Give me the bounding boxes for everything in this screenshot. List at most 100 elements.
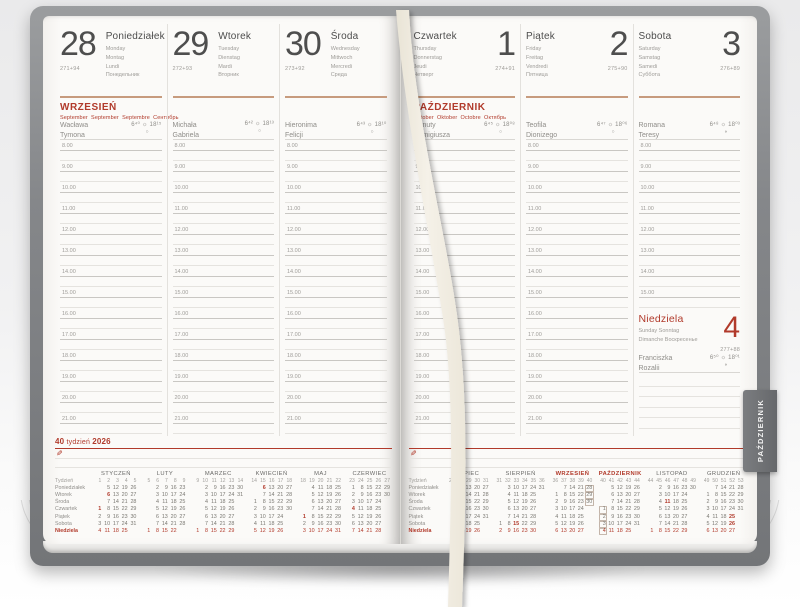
mini-cal-month-name: KWIECIEŃ [255,471,288,477]
mini-cal-day: 17 [366,499,373,506]
mini-cal-day: 4 [555,513,559,520]
mini-cal-day: 8 [204,527,208,534]
mini-cal-day: 21 [625,499,632,506]
mini-cal-row-labels: Tydzień Poniedziałek Wtorek Środa Czwartek Pi… [55,471,89,535]
week-number: 16 [268,478,275,485]
half-hour-row [285,235,387,245]
week-number: 37 [561,478,567,485]
mini-cal-day: 23 [728,499,735,506]
hour-label: 12.00 [415,226,430,233]
mini-cal-day: 29 [130,506,137,513]
hour-row: 17.00 [413,329,515,340]
mini-cal-day: 13 [357,520,364,527]
mini-cal-day [599,492,608,499]
day-column: 29 272+93 Wtorek Tuesday Dienstag Mardi … [166,24,280,436]
header-rule [172,96,274,98]
mini-cal-day [383,528,392,535]
mini-cal-day: 3 [706,506,710,513]
half-hour-row [60,424,162,434]
hour-label: 15.00 [415,289,430,296]
hour-label: 8.00 [62,142,73,149]
mini-cal-day: 12 [513,499,520,506]
half-hour-row [413,214,515,224]
mini-cal-day: 23 [577,499,584,506]
half-hour-row [413,277,515,287]
mini-cal-day [585,528,594,535]
mini-cal-day: 2 [98,513,102,520]
hour-row: 11.00 [526,203,628,214]
hour-row: 11.00 [638,203,740,214]
mini-cal-day: 26 [633,485,640,492]
mini-cal-day: 13 [711,527,718,534]
hour-label: 10.00 [528,184,542,191]
hour-label: 13.00 [62,247,76,254]
mini-cal-day: 31 [237,492,244,499]
mini-cal-day: 22 [277,499,284,506]
open-spread: 28 271+94 Poniedziałek Monday Montag Lun… [43,16,757,544]
mini-cal-day: 13 [465,485,472,492]
day-column: 30 273+92 Środa Wednesday Mittwoch Mercr… [279,24,392,436]
hour-row: 15.00 [638,287,740,298]
mini-cal-day [495,506,504,513]
mini-cal-day: 29 [286,499,293,506]
mini-cal-day: 18 [170,499,177,506]
hour-row: 19.00 [60,371,162,382]
mini-cal-day [646,514,655,521]
half-hour-row [526,172,628,182]
hour-label: 18.00 [174,352,189,359]
week-number: 24 [358,478,364,485]
mini-cal-day: 26 [474,527,481,534]
hour-row: 14.00 [285,266,387,277]
mini-cal-day [538,528,547,535]
hour-row: 10.00 [638,182,740,193]
day-number-block: 30 273+92 [285,24,322,96]
mini-cal-day: 6 [555,527,559,534]
mini-cal-day: 9 [213,485,217,492]
mini-cal-day: 13 [210,513,217,520]
mini-cal-day: 14 [112,499,119,506]
mini-cal-day: 17 [465,513,472,520]
hour-row: 10.00 [60,182,162,193]
mini-cal-day: 10 [308,527,315,534]
half-hour-row [526,214,628,224]
mini-cal-day: 11 [162,499,168,506]
mini-cal-day: 19 [569,520,576,527]
mini-cal-day: 23 [228,485,235,492]
mini-cal-day-label: Sobota [55,520,72,527]
mini-cal-day: 23 [681,485,688,492]
week-number: 12 [220,478,226,485]
mini-cal-day: 4 [156,499,160,506]
mini-cal-day: 22 [728,492,735,499]
hour-label: 11.00 [528,205,542,212]
mini-cal-day [192,514,201,521]
hour-label: 21.00 [528,415,542,422]
mini-cal-day: 26 [375,513,382,520]
half-hour-row [413,424,515,434]
mini-cal-day: 14 [210,520,217,527]
half-hour-row [285,277,387,287]
week-number-row [409,436,746,448]
week-number: 25 [366,478,373,485]
half-hour-row [526,424,628,434]
right-day-columns: 1 274+91 Czwartek Thursday Donnerstag Je… [409,24,746,436]
nameday-row: Danuty Remigiusza 6⁴⁵ ☼ 18⁰⁸ ○ [413,119,515,140]
mini-cal-day: 11 [513,492,520,499]
mini-cal-day: 12 [711,520,718,527]
mini-cal-day: 4 [658,499,662,506]
week-number: 40 [600,478,606,485]
mini-cal-day: 28 [286,492,293,499]
mini-cal-day: 1 [451,499,455,506]
mini-cal-day: 1 [196,527,200,534]
mini-cal-day [689,499,698,506]
hour-row: 14.00 [413,266,515,277]
mini-cal-day: 18 [720,513,727,520]
half-hour-row [285,340,387,350]
mini-cal-day: 6 [706,527,710,534]
half-hour-row [60,382,162,392]
mini-cal-day: 19 [366,513,373,520]
mini-cal-day: 19 [625,485,632,492]
half-hour-row [60,256,162,266]
mini-cal-day [646,506,655,513]
pen-icon: ✎ [409,449,417,458]
hour-label: 17.00 [174,331,189,338]
